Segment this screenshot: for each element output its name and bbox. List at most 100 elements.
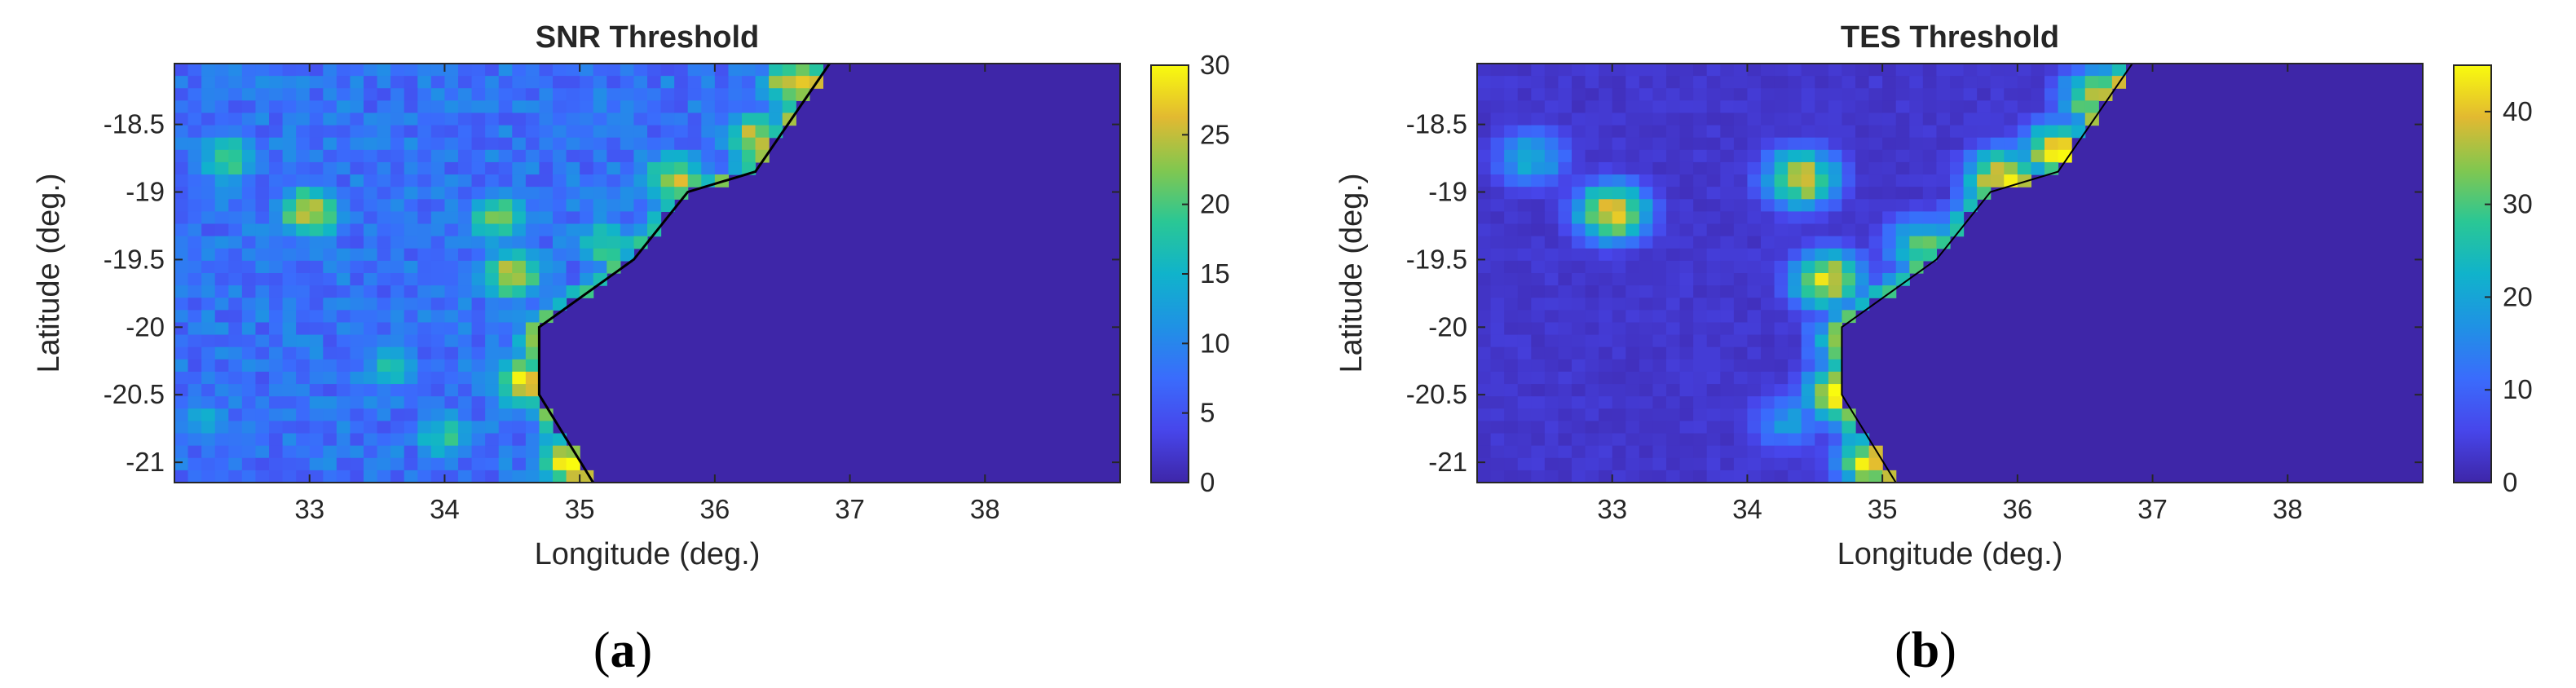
heatmap-cell	[390, 322, 405, 336]
heatmap-cell	[404, 371, 418, 385]
heatmap-cell	[2058, 88, 2072, 101]
heatmap-cell	[1625, 421, 1640, 434]
heatmap-cell	[620, 100, 635, 114]
heatmap-cell	[485, 100, 500, 114]
heatmap-cell	[593, 273, 607, 286]
heatmap-cell	[1679, 285, 1694, 298]
heatmap-cell	[1936, 223, 1951, 237]
heatmap-cell	[512, 298, 527, 311]
heatmap-cell	[214, 112, 229, 126]
heatmap-cell	[1815, 223, 1829, 237]
heatmap-cell	[2084, 76, 2099, 89]
heatmap-cell	[1531, 149, 1546, 163]
heatmap-cell	[1733, 445, 1749, 459]
heatmap-cell	[1855, 285, 1870, 298]
heatmap-cell	[458, 112, 473, 126]
heatmap-cell	[2084, 100, 2099, 114]
heatmap-cell	[377, 174, 391, 187]
heatmap-cell	[593, 137, 607, 151]
heatmap-cell	[174, 359, 189, 373]
heatmap-cell	[323, 137, 337, 151]
heatmap-cell	[1761, 470, 1775, 483]
heatmap-cell	[364, 125, 378, 139]
heatmap-cell	[1544, 445, 1559, 459]
heatmap-cell	[296, 64, 311, 77]
heatmap-cell	[1679, 408, 1694, 422]
heatmap-cell	[187, 100, 202, 114]
heatmap-cell	[364, 457, 378, 471]
heatmap-cell	[255, 298, 270, 311]
heatmap-cell	[1828, 359, 1843, 373]
heatmap-cell	[1504, 408, 1519, 422]
heatmap-cell	[714, 88, 730, 101]
heatmap-cell	[701, 161, 716, 175]
heatmap-cell	[1612, 298, 1626, 311]
heatmap-cell	[350, 457, 364, 471]
heatmap-cell	[1963, 137, 1978, 151]
heatmap-cell	[1788, 112, 1802, 126]
heatmap-cell	[417, 322, 432, 336]
heatmap-cell	[350, 125, 364, 139]
heatmap-cell	[1504, 64, 1519, 77]
heatmap-cell	[296, 334, 311, 348]
heatmap-cell	[580, 223, 594, 237]
heatmap-cell	[755, 88, 770, 101]
heatmap-cell	[1679, 421, 1694, 434]
heatmap-cell	[458, 408, 473, 422]
heatmap-cell	[525, 149, 540, 163]
heatmap-cell	[1572, 273, 1586, 286]
heatmap-cell	[674, 64, 689, 77]
heatmap-cell	[269, 199, 284, 213]
heatmap-cell	[1963, 100, 1978, 114]
heatmap-cell	[214, 88, 229, 101]
heatmap-cell	[525, 76, 540, 89]
heatmap-cell	[282, 88, 297, 101]
heatmap-cell	[255, 310, 270, 324]
heatmap-cell	[2031, 125, 2045, 139]
heatmap-cell	[228, 346, 243, 360]
heatmap-cell	[390, 421, 405, 434]
heatmap-cell	[1815, 187, 1829, 200]
heatmap-cell	[241, 298, 257, 311]
heatmap-cell	[364, 421, 378, 434]
heatmap-cell	[1895, 174, 1910, 187]
heatmap-cell	[525, 322, 540, 336]
heatmap-cell	[323, 445, 337, 459]
heatmap-cell	[1572, 236, 1586, 249]
heatmap-cell	[566, 137, 580, 151]
heatmap-cell	[525, 445, 540, 459]
heatmap-cell	[742, 125, 756, 139]
heatmap-cell	[1599, 112, 1613, 126]
heatmap-cell	[1842, 112, 1856, 126]
heatmap-cell	[1666, 273, 1681, 286]
heatmap-cell	[1733, 396, 1749, 409]
heatmap-cell	[417, 137, 432, 151]
heatmap-cell	[1477, 421, 1492, 434]
heatmap-cell	[201, 100, 216, 114]
heatmap-cell	[2044, 88, 2059, 101]
heatmap-cell	[1828, 285, 1843, 298]
heatmap-cell	[336, 421, 351, 434]
heatmap-cell	[364, 322, 378, 336]
heatmap-cell	[2017, 88, 2032, 101]
panel-b-title: TES Threshold	[1841, 20, 2059, 55]
y-tick-label: -19	[1428, 177, 1467, 207]
heatmap-cell	[1774, 88, 1789, 101]
heatmap-cell	[1963, 187, 1978, 200]
heatmap-cell	[174, 199, 189, 213]
heatmap-cell	[633, 187, 648, 200]
heatmap-cell	[377, 100, 391, 114]
heatmap-cell	[1977, 64, 1992, 77]
heatmap-cell	[607, 199, 621, 213]
heatmap-cell	[593, 260, 607, 274]
heatmap-cell	[1599, 334, 1613, 348]
heatmap-cell	[1585, 346, 1599, 360]
heatmap-cell	[1774, 137, 1789, 151]
panel-a-title: SNR Threshold	[536, 20, 759, 55]
heatmap-cell	[377, 223, 391, 237]
heatmap-cell	[1693, 310, 1708, 324]
heatmap-cell	[1625, 211, 1640, 225]
heatmap-cell	[485, 433, 500, 447]
heatmap-cell	[1950, 125, 1965, 139]
heatmap-cell	[1477, 64, 1492, 77]
